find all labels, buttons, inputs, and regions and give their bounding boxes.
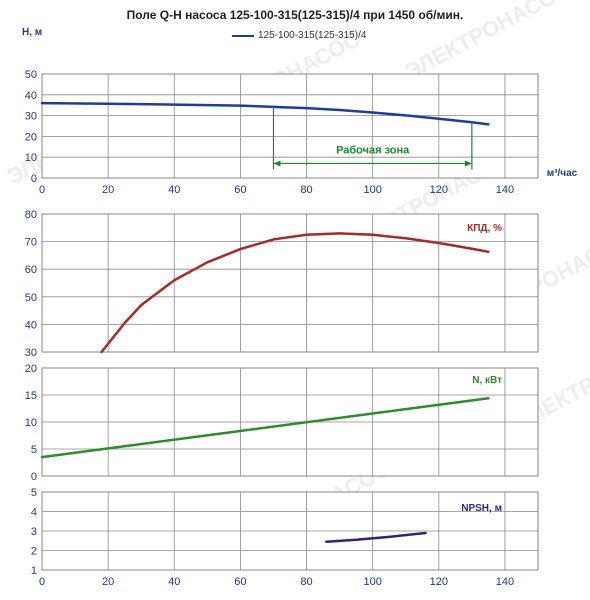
x-tick-label: 120 <box>430 576 448 588</box>
y-tick-label: 0 <box>31 471 37 483</box>
panel-power: 0 5 10 15 20 N, кВт <box>25 363 539 483</box>
y-tick-label: 10 <box>25 417 37 429</box>
y-tick-label: 40 <box>25 319 37 331</box>
y-tick-label: 0 <box>31 173 37 185</box>
working-zone-label: Рабочая зона <box>336 144 410 156</box>
panel-frame <box>41 213 539 353</box>
x-tick-label: 20 <box>102 576 114 588</box>
y-tick-label: 15 <box>25 390 37 402</box>
y-tick-label: 70 <box>25 237 37 249</box>
panel-efficiency: 30 40 50 60 70 80 КПД, % <box>25 209 539 359</box>
x-tick-label: 40 <box>168 576 180 588</box>
watermark-text: ЭЛЕКТРОНАСОС <box>401 0 575 84</box>
chart-legend: 125-100-315(125-315)/4 <box>232 30 366 41</box>
working-zone-arrowhead-left <box>273 160 281 167</box>
y-tick-label: 30 <box>25 111 37 123</box>
y-tick-label: 80 <box>25 209 37 221</box>
y-tick-label: 50 <box>25 69 37 81</box>
series-line-power <box>40 396 490 459</box>
series-line-npsh <box>325 531 427 543</box>
y-tick-label: 5 <box>31 487 37 499</box>
x-tick-label: 140 <box>496 576 514 588</box>
y-tick-label: 5 <box>31 444 37 456</box>
x-tick-label: 80 <box>300 184 312 196</box>
y-tick-label: 3 <box>31 526 37 538</box>
x-tick-label: 80 <box>300 576 312 588</box>
chart-title: Поле Q-H насоса 125-100-315(125-315)/4 п… <box>126 8 464 22</box>
x-axis-label: м³/час <box>547 168 578 179</box>
x-tick-label: 0 <box>39 184 45 196</box>
y-tick-label: 1 <box>31 565 37 577</box>
x-tick-label: 60 <box>234 576 246 588</box>
panel-frame <box>41 73 539 179</box>
y-tick-label: 40 <box>25 90 37 102</box>
y-tick-label: 10 <box>25 152 37 164</box>
y-tick-label: 20 <box>25 363 37 375</box>
x-tick-label: 100 <box>363 576 381 588</box>
x-tick-label: 20 <box>102 184 114 196</box>
legend-label: 125-100-315(125-315)/4 <box>258 30 367 41</box>
curve-label: N, кВт <box>472 375 502 386</box>
curve-label: NPSH, м <box>461 503 502 514</box>
y-tick-label: 50 <box>25 292 37 304</box>
x-tick-label: 140 <box>496 184 514 196</box>
panel-head: 0 10 20 30 40 50 0 20 40 60 80 100 120 140 Н, м м³/час Р… <box>22 27 578 196</box>
x-tick-label: 60 <box>234 184 246 196</box>
y-axis-label: Н, м <box>22 27 42 38</box>
series-line-head <box>40 101 490 126</box>
legend-swatch <box>232 34 254 37</box>
series-line-efficiency <box>100 232 490 354</box>
x-tick-label: 100 <box>363 184 381 196</box>
panel-npsh: 1 2 3 4 5 0 20 40 60 80 100 120 140 NPSH, м <box>31 487 539 588</box>
y-tick-label: 2 <box>31 546 37 558</box>
curve-label: КПД, % <box>467 223 502 234</box>
y-tick-label: 4 <box>31 507 37 519</box>
y-tick-label: 30 <box>25 347 37 359</box>
x-tick-label: 120 <box>430 184 448 196</box>
y-tick-label: 20 <box>25 131 37 143</box>
working-zone-arrowhead-right <box>464 160 472 167</box>
x-tick-label: 0 <box>39 576 45 588</box>
x-tick-label: 40 <box>168 184 180 196</box>
y-tick-label: 60 <box>25 264 37 276</box>
